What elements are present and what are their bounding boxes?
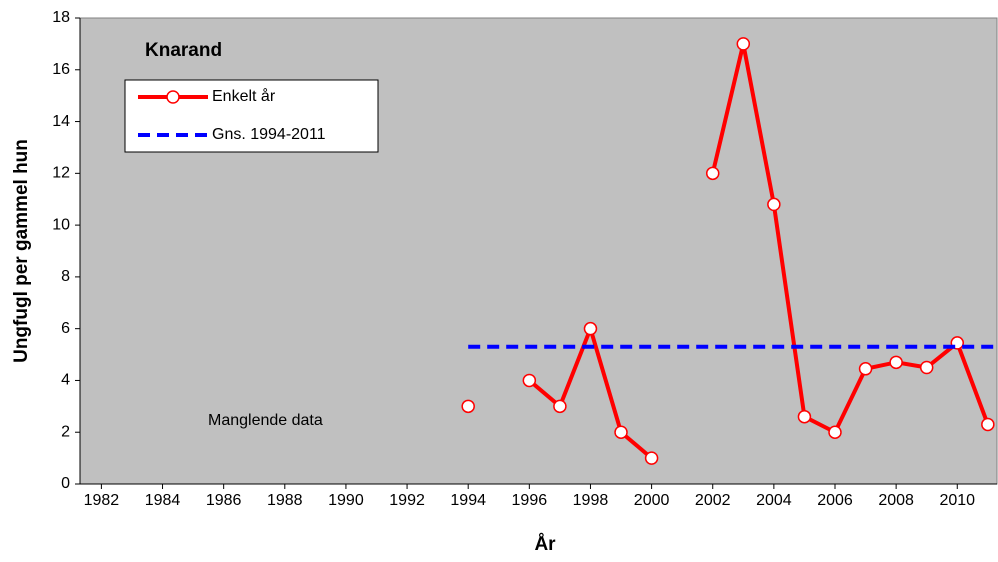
annotation: Manglende data xyxy=(208,412,323,429)
y-tick-label: 4 xyxy=(61,372,70,389)
x-tick-label: 1988 xyxy=(267,492,303,509)
point xyxy=(553,399,567,414)
point xyxy=(767,197,781,212)
series-line xyxy=(710,43,990,435)
x-tick-label: 2000 xyxy=(634,492,670,509)
y-tick-label: 16 xyxy=(52,61,70,78)
y-tick-label: 14 xyxy=(52,113,70,130)
point xyxy=(644,451,659,465)
x-tick-label: 1992 xyxy=(389,492,425,509)
point xyxy=(522,373,537,388)
x-axis-label: År xyxy=(534,534,556,555)
x-tick-label: 2010 xyxy=(939,492,975,509)
y-tick-label: 2 xyxy=(61,423,70,440)
point xyxy=(736,37,751,51)
y-tick-label: 8 xyxy=(61,268,70,285)
legend-box xyxy=(124,79,379,153)
x-tick-label: 2008 xyxy=(878,492,914,509)
point xyxy=(614,425,628,439)
x-tick-label: 1990 xyxy=(328,492,364,509)
x-tick-label: 1982 xyxy=(84,492,120,509)
chart-title: Knarand xyxy=(145,40,222,61)
point xyxy=(461,399,475,414)
x-tick-label: 1998 xyxy=(573,492,609,509)
legend-marker xyxy=(166,90,180,104)
point xyxy=(889,355,903,370)
x-tick-label: 1986 xyxy=(206,492,242,509)
y-tick-label: 12 xyxy=(52,165,70,182)
x-tick-label: 1996 xyxy=(512,492,548,509)
legend-label: Enkelt år xyxy=(212,87,276,105)
point xyxy=(828,425,842,439)
point xyxy=(919,360,934,375)
point xyxy=(858,362,873,376)
y-tick-label: 10 xyxy=(52,216,70,233)
x-tick-label: 2004 xyxy=(756,492,792,509)
x-tick-label: 1994 xyxy=(450,492,486,509)
point xyxy=(797,409,812,424)
point xyxy=(705,166,720,181)
x-tick-label: 2002 xyxy=(695,492,731,509)
y-axis-label: Ungfugl per gammel hun xyxy=(11,139,32,363)
x-tick-label: 2006 xyxy=(817,492,853,509)
y-tick-label: 18 xyxy=(52,9,70,26)
x-tick-label: 1984 xyxy=(145,492,181,509)
y-tick-label: 6 xyxy=(61,320,70,337)
point xyxy=(981,417,995,432)
y-tick-label: 0 xyxy=(61,475,70,492)
point xyxy=(583,321,598,336)
legend-label: Gns. 1994-2011 xyxy=(212,126,326,143)
